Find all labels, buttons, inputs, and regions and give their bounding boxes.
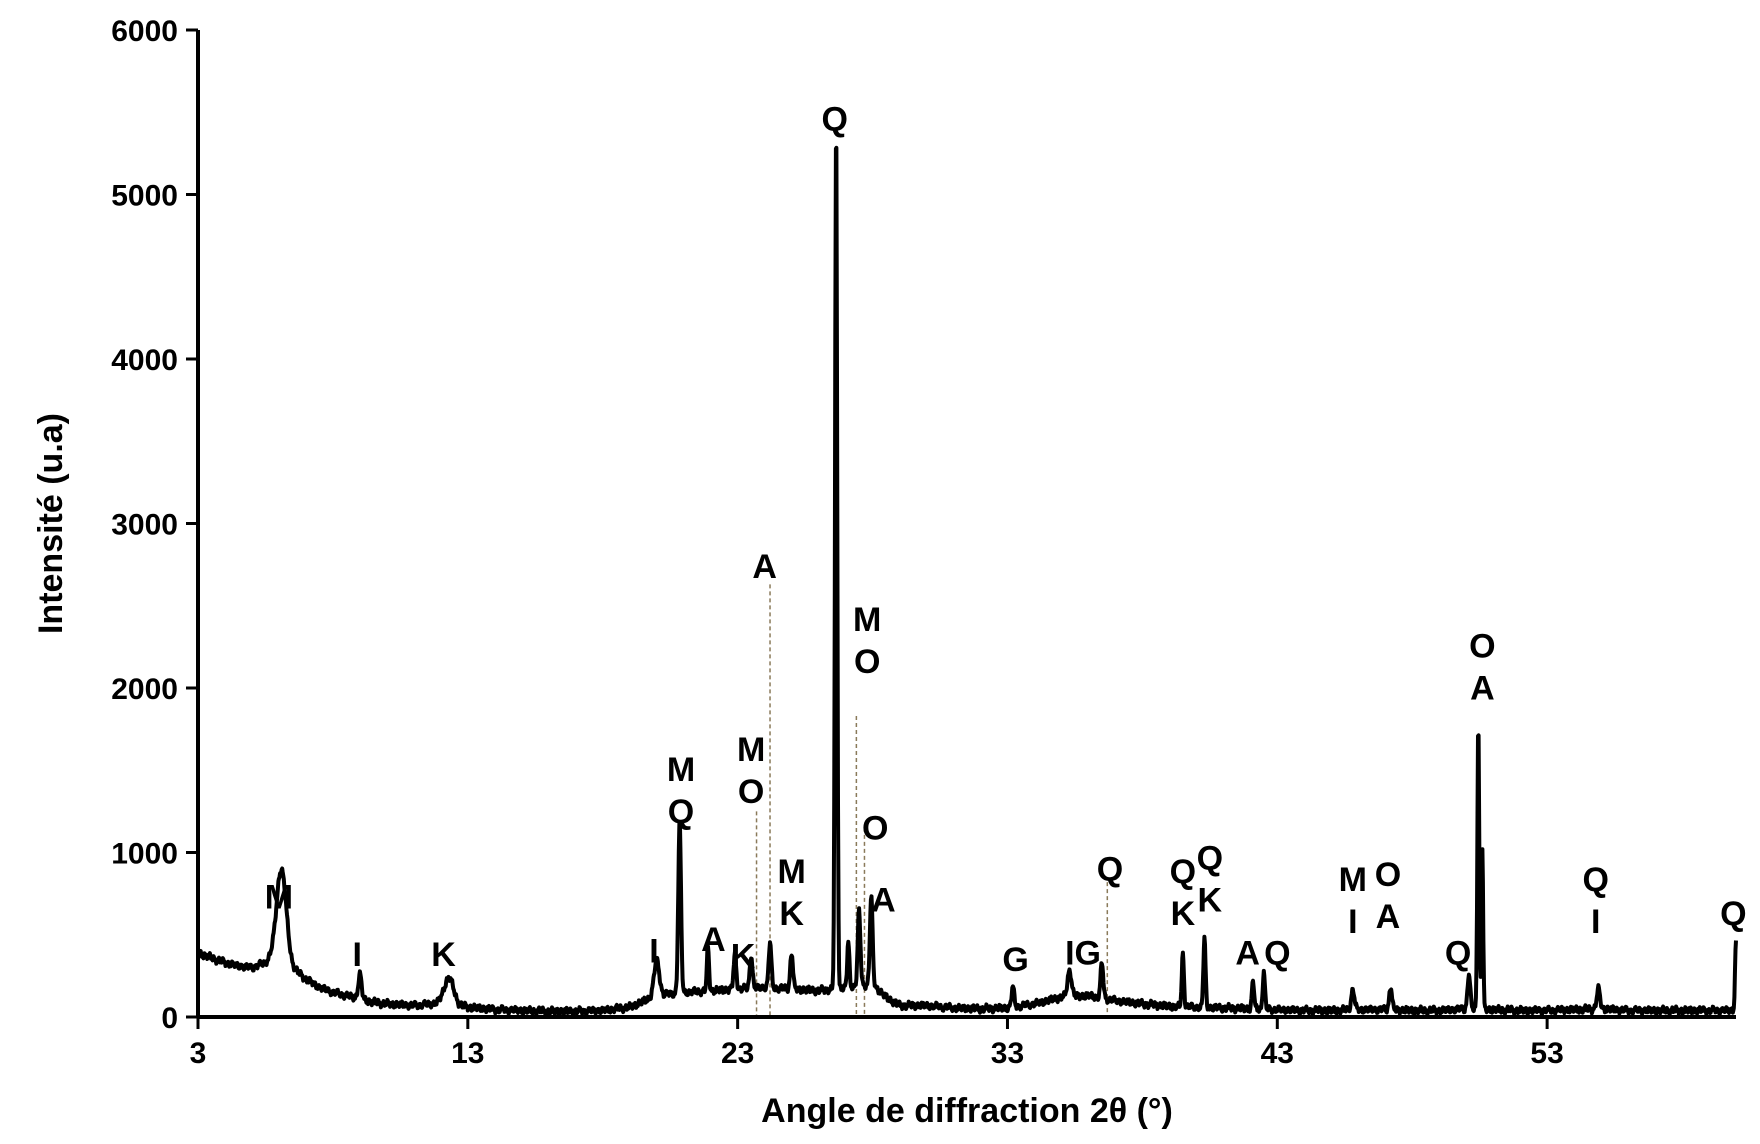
peak-label: M	[853, 601, 881, 639]
peak-label: K	[431, 936, 456, 974]
y-axis-ticks: 0 1000 2000 3000 4000 5000 6000	[111, 15, 198, 1035]
peak-label: G	[1002, 941, 1028, 979]
x-axis-title: Angle de diffraction 2θ (°)	[761, 1092, 1173, 1130]
peak-label: Q	[1264, 934, 1290, 972]
peak-label: Q	[822, 100, 848, 138]
peak-label: O	[1469, 628, 1495, 666]
peak-label: O	[862, 809, 888, 847]
peak-label: K	[1198, 882, 1223, 920]
peak-label: A	[701, 921, 726, 959]
x-tick-label: 43	[1261, 1037, 1294, 1070]
peak-label: O	[854, 643, 880, 681]
peak-label: K	[1171, 895, 1196, 933]
y-tick-label: 6000	[111, 15, 178, 48]
x-tick-label: 53	[1530, 1037, 1563, 1070]
peak-label: I	[352, 936, 361, 974]
peak-label: Q	[1445, 934, 1471, 972]
x-axis-ticks: 3 13 23 33 43 53	[190, 1017, 1564, 1070]
peak-label: Q	[1170, 853, 1196, 891]
peak-label: I	[1591, 903, 1600, 941]
y-tick-label: 1000	[111, 838, 178, 871]
peak-label: O	[738, 773, 764, 811]
y-tick-label: 5000	[111, 180, 178, 213]
x-tick-label: 13	[451, 1037, 484, 1070]
y-axis-title: Intensité (u.a)	[32, 413, 70, 634]
peak-label: O	[1375, 856, 1401, 894]
peak-label: A	[1470, 670, 1495, 708]
y-tick-label: 0	[161, 1002, 178, 1035]
peak-label: A	[871, 882, 896, 920]
x-tick-label: 23	[721, 1037, 754, 1070]
peak-label: A	[1376, 898, 1401, 936]
diffraction-trace	[196, 145, 1738, 1018]
peak-label: K	[779, 895, 804, 933]
peak-label: IG	[1065, 934, 1101, 972]
peak-label: I	[649, 933, 658, 971]
peak-label: Q	[1197, 840, 1223, 878]
peak-label: K	[731, 938, 756, 976]
y-tick-label: 3000	[111, 509, 178, 542]
peak-label: I	[1348, 903, 1357, 941]
peak-label: M	[1339, 861, 1367, 899]
peak-label: A	[1235, 934, 1260, 972]
x-tick-label: 3	[190, 1037, 207, 1070]
x-tick-label: 33	[991, 1037, 1024, 1070]
peak-label: Q	[1720, 895, 1746, 933]
peak-label: M	[667, 751, 695, 789]
y-tick-label: 4000	[111, 344, 178, 377]
peak-guide-lines	[755, 584, 1109, 1017]
peak-label: M	[737, 731, 765, 769]
y-tick-label: 2000	[111, 673, 178, 706]
peak-label: Q	[1097, 850, 1123, 888]
peak-label: Q	[1582, 861, 1608, 899]
peak-label: A	[752, 548, 777, 586]
peak-label: Q	[668, 793, 694, 831]
peak-label: M	[265, 878, 293, 916]
peak-label: M	[777, 853, 805, 891]
